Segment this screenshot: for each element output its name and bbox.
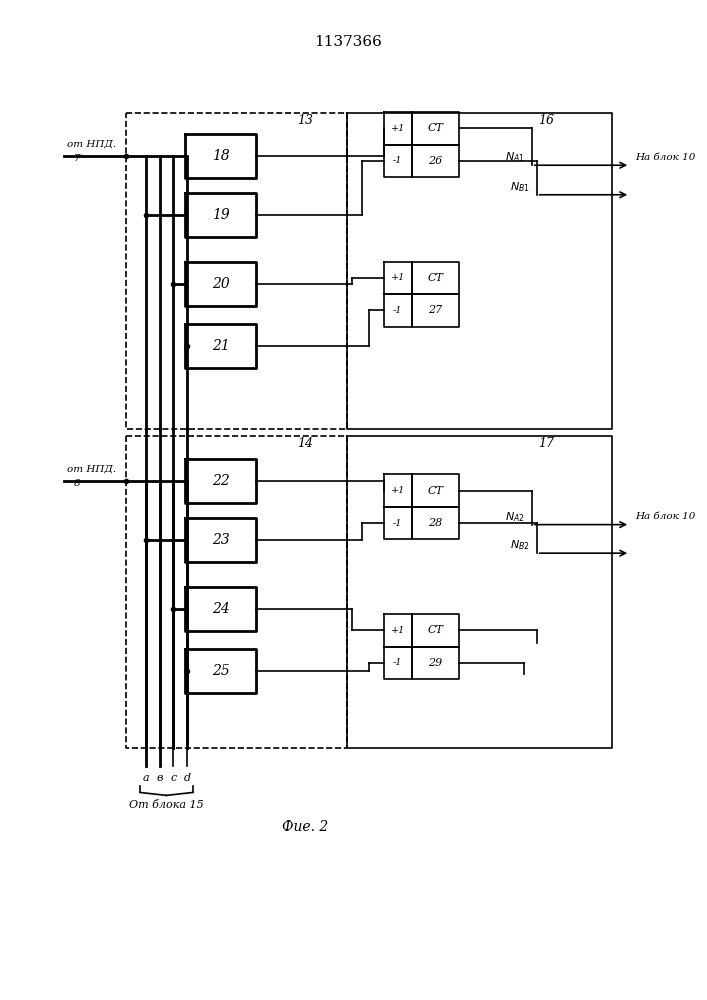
Text: от НПД.: от НПД. xyxy=(67,464,116,473)
Text: 21: 21 xyxy=(211,339,230,353)
Text: +1: +1 xyxy=(390,486,405,495)
Text: d: d xyxy=(184,773,191,783)
Text: $N_{B1}$: $N_{B1}$ xyxy=(510,180,530,194)
Text: +1: +1 xyxy=(390,626,405,635)
Text: в: в xyxy=(156,773,163,783)
Text: СТ: СТ xyxy=(427,273,443,283)
Text: 28: 28 xyxy=(428,518,443,528)
Text: На блок 10: На блок 10 xyxy=(635,512,696,521)
Text: $N_{B2}$: $N_{B2}$ xyxy=(510,538,530,552)
Text: -1: -1 xyxy=(393,306,402,315)
Text: 27: 27 xyxy=(428,305,443,315)
Text: 14: 14 xyxy=(297,437,313,450)
Text: a: a xyxy=(142,773,149,783)
Text: 16: 16 xyxy=(539,114,554,127)
Text: 29: 29 xyxy=(428,658,443,668)
Text: 26: 26 xyxy=(428,156,443,166)
Text: 19: 19 xyxy=(211,208,230,222)
Text: 20: 20 xyxy=(211,277,230,291)
Text: СТ: СТ xyxy=(427,486,443,496)
Text: 24: 24 xyxy=(211,602,230,616)
Text: 1137366: 1137366 xyxy=(314,35,382,49)
Text: 7: 7 xyxy=(74,154,81,163)
Text: 18: 18 xyxy=(211,149,230,163)
Text: от НПД.: от НПД. xyxy=(67,140,116,149)
Text: На блок 10: На блок 10 xyxy=(635,153,696,162)
Text: 13: 13 xyxy=(297,114,313,127)
Text: +1: +1 xyxy=(390,273,405,282)
Text: -1: -1 xyxy=(393,658,402,667)
Text: $N_{A2}$: $N_{A2}$ xyxy=(505,510,525,524)
Text: c: c xyxy=(170,773,177,783)
Text: $N_{A1}$: $N_{A1}$ xyxy=(505,150,525,164)
Text: 23: 23 xyxy=(211,533,230,547)
Text: +1: +1 xyxy=(390,124,405,133)
Text: 25: 25 xyxy=(211,664,230,678)
Text: 8: 8 xyxy=(74,479,81,488)
Text: СТ: СТ xyxy=(427,625,443,635)
Text: -1: -1 xyxy=(393,519,402,528)
Text: -1: -1 xyxy=(393,156,402,165)
Text: 22: 22 xyxy=(211,474,230,488)
Text: СТ: СТ xyxy=(427,123,443,133)
Text: 17: 17 xyxy=(539,437,554,450)
Text: Фие. 2: Фие. 2 xyxy=(282,820,328,834)
Text: От блока 15: От блока 15 xyxy=(129,800,204,810)
